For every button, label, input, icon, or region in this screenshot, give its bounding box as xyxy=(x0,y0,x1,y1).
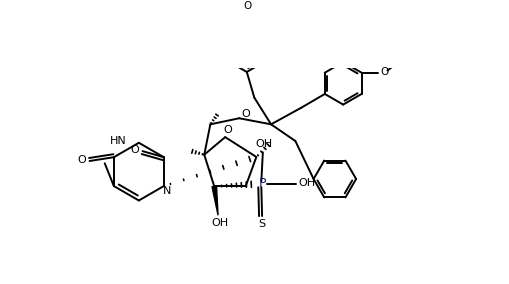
Text: OH: OH xyxy=(256,139,272,149)
Text: O: O xyxy=(380,67,388,77)
Polygon shape xyxy=(212,186,218,215)
Text: O: O xyxy=(130,145,139,155)
Text: O: O xyxy=(222,125,232,135)
Text: O: O xyxy=(243,1,251,11)
Text: O: O xyxy=(240,109,249,119)
Text: N: N xyxy=(162,186,171,196)
Text: OH: OH xyxy=(298,178,315,188)
Text: P: P xyxy=(258,177,265,190)
Text: HN: HN xyxy=(110,136,126,146)
Text: O: O xyxy=(77,155,86,165)
Text: S: S xyxy=(258,220,265,229)
Text: OH: OH xyxy=(211,218,229,228)
